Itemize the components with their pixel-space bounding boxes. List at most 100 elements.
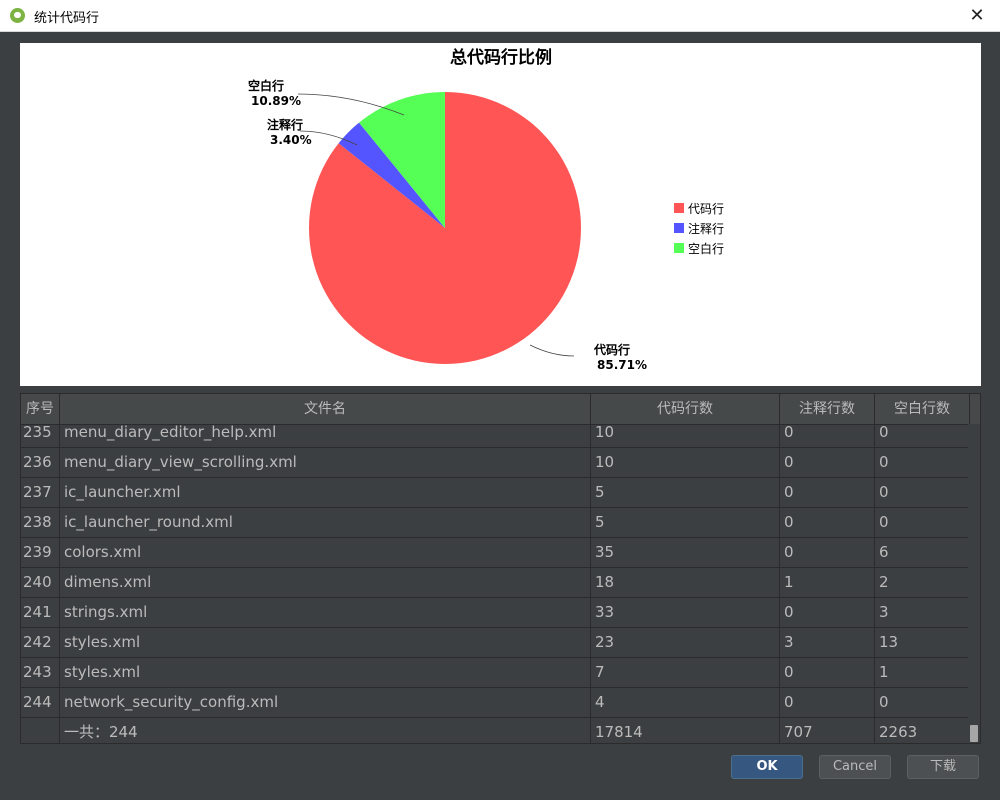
row-blank-lines: 0 (875, 688, 970, 717)
row-code-lines: 10 (591, 418, 780, 447)
row-blank-lines: 6 (875, 538, 970, 567)
leader-line-comment-lines (299, 130, 358, 146)
header-blank-lines[interactable]: 空白行数 (875, 394, 970, 424)
row-comment-lines: 0 (780, 418, 875, 447)
row-code-lines: 4 (591, 688, 780, 717)
cancel-button[interactable]: Cancel (819, 755, 891, 779)
slice-percent-code-lines: 85.71% (597, 358, 647, 372)
slice-label-code-lines: 代码行 (593, 342, 630, 357)
table-row[interactable]: 242 styles.xml 23 3 13 (21, 628, 971, 658)
row-index: 238 (21, 508, 60, 537)
row-index: 240 (21, 568, 60, 597)
row-index: 235 (21, 418, 60, 447)
row-blank-lines: 0 (875, 448, 970, 477)
table-row[interactable]: 238 ic_launcher_round.xml 5 0 0 (21, 508, 971, 538)
header-filename[interactable]: 文件名 (60, 394, 591, 424)
row-index: 237 (21, 478, 60, 507)
row-code-lines: 10 (591, 448, 780, 477)
row-filename: styles.xml (60, 658, 591, 687)
row-index: 242 (21, 628, 60, 657)
row-comment-lines: 1 (780, 568, 875, 597)
row-blank-lines: 1 (875, 658, 970, 687)
pie-slice-comment-lines (338, 122, 445, 228)
scrollbar-thumb[interactable] (970, 725, 978, 742)
row-comment-lines: 0 (780, 448, 875, 477)
window-title: 统计代码行 (34, 11, 100, 26)
row-filename: menu_diary_view_scrolling.xml (60, 448, 591, 477)
row-blank-lines: 2 (875, 568, 970, 597)
table-row[interactable]: 239 colors.xml 35 0 6 (21, 538, 971, 568)
slice-percent-blank-lines: 10.89% (251, 94, 301, 108)
row-blank-lines: 13 (875, 628, 970, 657)
chart-title: 总代码行比例 (450, 47, 552, 68)
legend-swatch-comment-lines (674, 223, 684, 233)
table-row[interactable]: 241 strings.xml 33 0 3 (21, 598, 971, 628)
row-code-lines: 23 (591, 628, 780, 657)
header-index[interactable]: 序号 (21, 394, 60, 424)
ok-button[interactable]: OK (731, 755, 803, 779)
table-body: 235 menu_diary_editor_help.xml 10 0 0 236 menu… (21, 418, 971, 743)
pie-chart-panel: 总代码行比例 代码行 85.71% 注释行 3.40% 空白行 10.89% 代码行 注释行… (20, 43, 981, 386)
row-index: 244 (21, 688, 60, 717)
legend-swatch-code-lines (674, 203, 684, 213)
row-filename: strings.xml (60, 598, 591, 627)
row-filename: ic_launcher_round.xml (60, 508, 591, 537)
row-comment-lines: 3 (780, 628, 875, 657)
row-comment-lines: 707 (780, 718, 875, 743)
row-index (21, 718, 60, 743)
close-button[interactable]: ✕ (969, 5, 985, 26)
slice-label-comment-lines: 注释行 (267, 117, 303, 132)
row-filename: styles.xml (60, 628, 591, 657)
row-comment-lines: 0 (780, 478, 875, 507)
header-comment-lines[interactable]: 注释行数 (780, 394, 875, 424)
row-code-lines: 7 (591, 658, 780, 687)
row-filename: network_security_config.xml (60, 688, 591, 717)
table-row[interactable]: 235 menu_diary_editor_help.xml 10 0 0 (21, 418, 971, 448)
table-row[interactable]: 244 network_security_config.xml 4 0 0 (21, 688, 971, 718)
pie-slice-blank-lines (359, 92, 445, 228)
leader-line-code-lines (529, 344, 575, 357)
row-index: 243 (21, 658, 60, 687)
row-code-lines: 33 (591, 598, 780, 627)
leader-line-blank-lines (297, 93, 405, 116)
row-index: 241 (21, 598, 60, 627)
vertical-scrollbar[interactable] (968, 424, 980, 743)
legend-swatch-blank-lines (674, 243, 684, 253)
download-button[interactable]: 下载 (907, 755, 979, 779)
row-code-lines: 5 (591, 508, 780, 537)
row-filename: ic_launcher.xml (60, 478, 591, 507)
row-code-lines: 18 (591, 568, 780, 597)
table-row[interactable]: 243 styles.xml 7 0 1 (21, 658, 971, 688)
header-code-lines[interactable]: 代码行数 (591, 394, 780, 424)
slice-label-blank-lines: 空白行 (248, 78, 284, 93)
row-blank-lines: 3 (875, 598, 970, 627)
table-total-row[interactable]: 一共：244 17814 707 2263 (21, 718, 971, 743)
row-code-lines: 5 (591, 478, 780, 507)
table-row[interactable]: 237 ic_launcher.xml 5 0 0 (21, 478, 971, 508)
row-blank-lines: 0 (875, 478, 970, 507)
row-blank-lines: 0 (875, 418, 970, 447)
row-index: 236 (21, 448, 60, 477)
row-filename: colors.xml (60, 538, 591, 567)
row-code-lines: 35 (591, 538, 780, 567)
row-blank-lines: 0 (875, 508, 970, 537)
row-code-lines: 17814 (591, 718, 780, 743)
row-filename: menu_diary_editor_help.xml (60, 418, 591, 447)
row-comment-lines: 0 (780, 598, 875, 627)
slice-percent-comment-lines: 3.40% (270, 133, 312, 147)
row-blank-lines: 2263 (875, 718, 970, 743)
title-bar: 统计代码行 ✕ (0, 0, 1000, 32)
android-app-icon (10, 8, 25, 23)
row-index: 239 (21, 538, 60, 567)
row-comment-lines: 0 (780, 508, 875, 537)
file-stats-table: 序号 文件名 代码行数 注释行数 空白行数 235 menu_diary_edit… (20, 393, 981, 744)
table-header: 序号 文件名 代码行数 注释行数 空白行数 (21, 394, 980, 425)
row-filename: dimens.xml (60, 568, 591, 597)
row-comment-lines: 0 (780, 658, 875, 687)
row-comment-lines: 0 (780, 688, 875, 717)
legend-label-code-lines: 代码行 (688, 202, 724, 216)
table-row[interactable]: 236 menu_diary_view_scrolling.xml 10 0 0 (21, 448, 971, 478)
table-row[interactable]: 240 dimens.xml 18 1 2 (21, 568, 971, 598)
legend-label-blank-lines: 空白行 (688, 241, 724, 256)
